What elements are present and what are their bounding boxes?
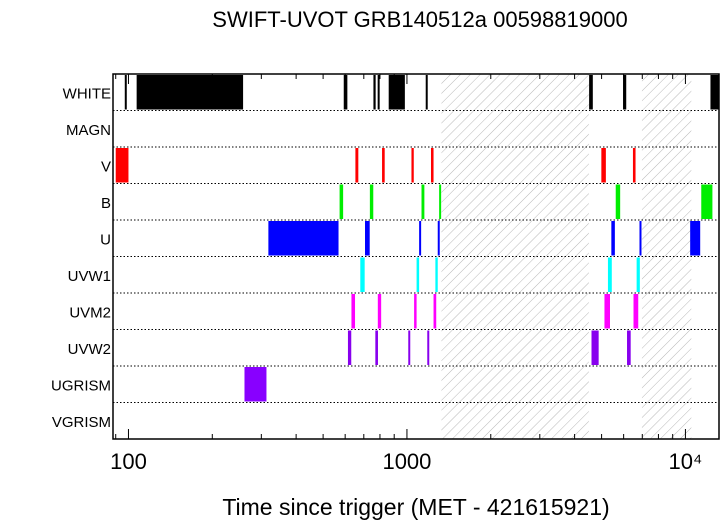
exposure-bar-v: [382, 148, 385, 183]
exposure-bar-uvw1: [607, 257, 612, 292]
exposure-bar-white: [136, 75, 244, 110]
exposure-bar-u: [437, 221, 440, 256]
row-label-magn: MAGN: [66, 122, 111, 139]
exposure-bar-uvw2: [375, 330, 378, 365]
x-tick-label: 10⁴: [668, 449, 702, 474]
exposure-bar-v: [632, 148, 636, 183]
exposure-bar-uvw2: [408, 330, 411, 365]
x-tick-label: 100: [110, 449, 147, 474]
exposure-bars: [115, 75, 719, 402]
filter-rows: WHITE MAGN V B U UVW1 UVM2 UVW2 UGRISM VGRISM: [51, 85, 719, 431]
exposure-bar-uvw1: [416, 257, 420, 292]
exposure-bar-uvm2: [604, 294, 610, 329]
exposure-bar-uvm2: [351, 294, 356, 329]
x-axis-label: Time since trigger (MET - 421615921): [222, 494, 609, 520]
exposure-bar-b: [615, 184, 621, 219]
row-label-uvw2: UVW2: [68, 341, 111, 358]
exposure-bar-b: [439, 184, 442, 219]
exposure-bar-uvw2: [627, 330, 631, 365]
exposure-bar-white: [710, 75, 719, 110]
plot-frame: [112, 73, 720, 440]
exposure-bar-white: [589, 75, 593, 110]
exposure-bar-white: [343, 75, 348, 110]
exposure-bar-uvw1: [435, 257, 438, 292]
chart-title: SWIFT-UVOT GRB140512a 00598819000: [212, 7, 627, 32]
row-label-uvw1: UVW1: [68, 268, 111, 285]
exposure-bar-ugrism: [244, 367, 267, 402]
row-label-vgrism: VGRISM: [52, 414, 111, 431]
exposure-bar-v: [601, 148, 606, 183]
exposure-bar-uvm2: [414, 294, 417, 329]
exposure-bar-b: [369, 184, 374, 219]
hatched-gaps: [441, 74, 692, 439]
exposure-bar-uvw2: [591, 330, 599, 365]
row-label-b: B: [101, 195, 111, 212]
exposure-bar-u: [690, 221, 701, 256]
exposure-bar-uvw1: [636, 257, 640, 292]
exposure-bar-white: [388, 75, 405, 110]
exposure-bar-u: [365, 221, 370, 256]
x-axis-ticks: [115, 74, 686, 439]
exposure-bar-uvw2: [427, 330, 430, 365]
exposure-bar-b: [421, 184, 425, 219]
exposure-bar-v: [115, 148, 129, 183]
exposure-bar-uvw2: [347, 330, 352, 365]
x-tick-label: 1000: [382, 449, 431, 474]
exposure-bar-v: [411, 148, 414, 183]
exposure-bar-uvm2: [377, 294, 382, 329]
exposure-bar-white: [623, 75, 627, 110]
row-label-ugrism: UGRISM: [51, 377, 111, 394]
exposure-bar-white: [373, 75, 376, 110]
row-label-uvm2: UVM2: [69, 304, 111, 321]
exposure-bar-b: [339, 184, 344, 219]
exposure-bar-uvm2: [433, 294, 437, 329]
exposure-bar-uvm2: [633, 294, 639, 329]
row-label-u: U: [100, 231, 111, 248]
exposure-bar-u: [419, 221, 422, 256]
exposure-bar-u: [268, 221, 339, 256]
exposure-bar-b: [701, 184, 713, 219]
exposure-bar-v: [430, 148, 434, 183]
exposure-bar-uvw1: [360, 257, 365, 292]
exposure-bar-u: [611, 221, 615, 256]
hatched-gap: [441, 74, 589, 439]
exposure-bar-white: [377, 75, 380, 110]
exposure-bar-u: [639, 221, 642, 256]
exposure-bar-white: [425, 75, 428, 110]
exposure-bar-v: [355, 148, 359, 183]
exposure-bar-white: [124, 75, 127, 110]
row-label-v: V: [101, 158, 111, 175]
x-axis-tick-labels: 100 1000 10⁴: [110, 449, 702, 474]
row-label-white: WHITE: [63, 85, 111, 102]
